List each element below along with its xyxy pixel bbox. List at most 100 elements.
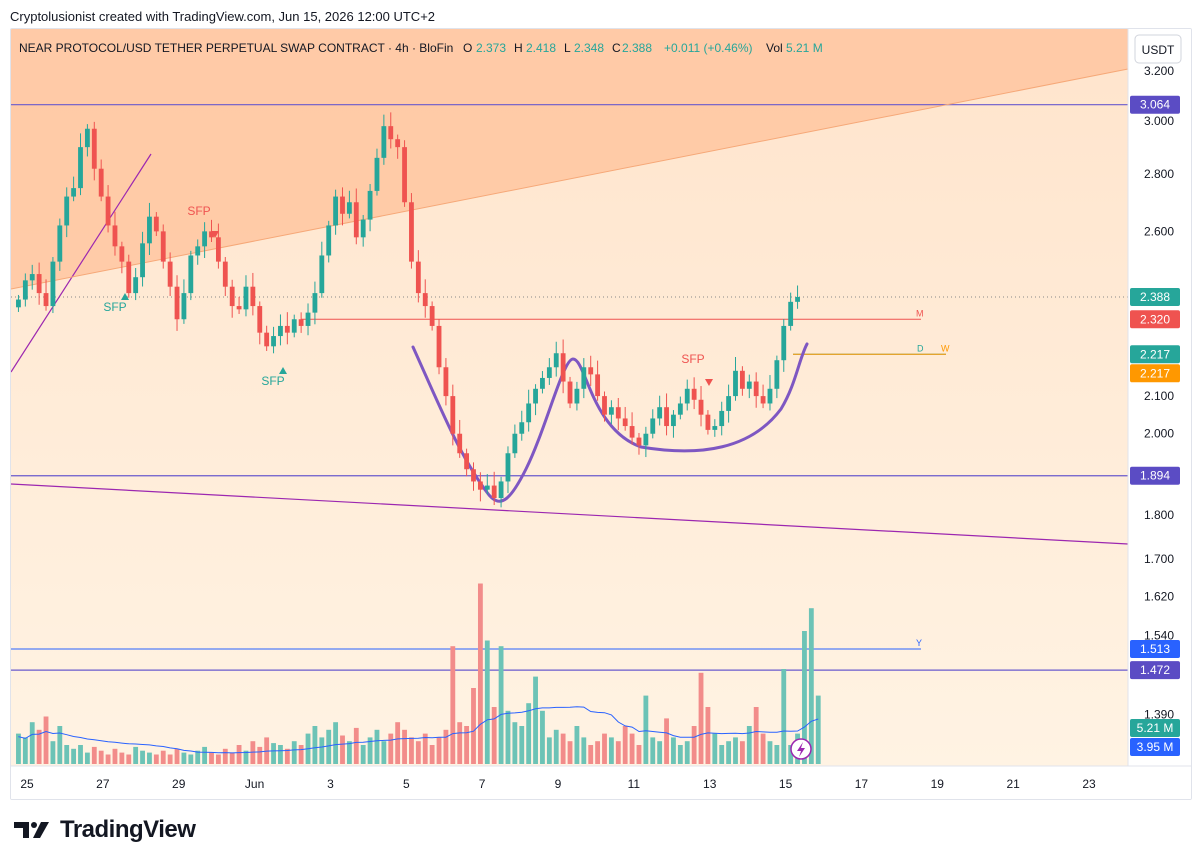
candle-body[interactable]	[581, 367, 587, 389]
candle-body[interactable]	[677, 403, 683, 415]
candle-body[interactable]	[608, 407, 614, 415]
candle-body[interactable]	[374, 157, 380, 191]
candle-body[interactable]	[64, 196, 70, 226]
candle-body[interactable]	[112, 225, 118, 247]
price-chart[interactable]: M D W Y SFP SFP SFP SFP 3.200 3.000 2.800 2.600 2.…	[11, 29, 1191, 799]
candle-body[interactable]	[50, 261, 56, 307]
candle-body[interactable]	[464, 453, 470, 470]
candle-body[interactable]	[250, 286, 256, 307]
candle-body[interactable]	[167, 261, 173, 287]
currency-button[interactable]: USDT	[1134, 34, 1182, 64]
candle-body[interactable]	[140, 243, 145, 278]
candle-body[interactable]	[36, 274, 42, 294]
candle-body[interactable]	[236, 306, 242, 310]
candle-body[interactable]	[57, 225, 63, 262]
candle-body[interactable]	[229, 286, 235, 307]
candle-body[interactable]	[650, 418, 656, 434]
candle-body[interactable]	[602, 396, 607, 415]
candle-body[interactable]	[471, 469, 476, 482]
candle-body[interactable]	[546, 367, 552, 378]
candle-body[interactable]	[484, 485, 490, 490]
candle-body[interactable]	[719, 410, 725, 427]
candle-body[interactable]	[84, 128, 90, 148]
candle-body[interactable]	[22, 280, 28, 300]
candle-body[interactable]	[312, 293, 318, 313]
candle-body[interactable]	[450, 396, 456, 434]
candle-body[interactable]	[388, 126, 394, 140]
candle-body[interactable]	[657, 407, 663, 419]
candle-body[interactable]	[491, 485, 497, 499]
candle-body[interactable]	[133, 277, 139, 294]
candle-body[interactable]	[712, 426, 718, 430]
candle-body[interactable]	[71, 188, 77, 197]
candle-body[interactable]	[147, 216, 152, 244]
candle-body[interactable]	[305, 312, 311, 326]
candle-body[interactable]	[457, 433, 463, 454]
candle-body[interactable]	[181, 293, 187, 320]
candle-body[interactable]	[477, 481, 483, 490]
candle-body[interactable]	[643, 433, 649, 446]
candle-body[interactable]	[588, 367, 594, 375]
candle-body[interactable]	[188, 255, 194, 294]
candle-body[interactable]	[271, 336, 276, 347]
candle-body[interactable]	[395, 139, 401, 148]
descending-trend-line[interactable]	[11, 483, 1129, 545]
candle-body[interactable]	[278, 325, 283, 337]
candle-body[interactable]	[629, 426, 635, 438]
candle-body[interactable]	[326, 225, 332, 256]
candle-body[interactable]	[436, 325, 442, 368]
candle-body[interactable]	[553, 353, 559, 368]
candle-body[interactable]	[422, 293, 428, 307]
candle-body[interactable]	[353, 202, 359, 238]
candle-body[interactable]	[126, 261, 132, 294]
candle-body[interactable]	[526, 403, 532, 423]
candle-body[interactable]	[78, 147, 83, 189]
candle-body[interactable]	[595, 374, 601, 397]
candle-body[interactable]	[291, 319, 297, 333]
candle-body[interactable]	[346, 202, 352, 214]
candle-body[interactable]	[91, 128, 97, 169]
candle-body[interactable]	[671, 414, 676, 427]
candle-body[interactable]	[367, 190, 373, 220]
candle-body[interactable]	[119, 246, 125, 262]
candle-body[interactable]	[753, 381, 759, 397]
candle-body[interactable]	[319, 255, 325, 294]
candle-body[interactable]	[29, 274, 35, 281]
candle-body[interactable]	[567, 381, 573, 404]
candle-body[interactable]	[153, 216, 159, 232]
candle-body[interactable]	[174, 286, 180, 320]
candle-body[interactable]	[160, 231, 166, 262]
candle-body[interactable]	[705, 414, 711, 430]
candle-body[interactable]	[726, 396, 732, 411]
candle-body[interactable]	[202, 231, 208, 247]
candle-body[interactable]	[415, 261, 421, 294]
candle-body[interactable]	[340, 196, 345, 214]
rising-trend-line[interactable]	[11, 153, 152, 373]
candle-body[interactable]	[257, 306, 263, 333]
candle-body[interactable]	[98, 168, 104, 197]
cup-curve[interactable]	[411, 342, 809, 503]
candle-body[interactable]	[540, 377, 545, 389]
candle-body[interactable]	[298, 319, 304, 326]
candle-body[interactable]	[733, 370, 738, 397]
candle-body[interactable]	[691, 388, 697, 400]
candle-body[interactable]	[43, 293, 49, 307]
candle-body[interactable]	[615, 407, 621, 419]
candle-body[interactable]	[636, 437, 642, 446]
candle-body[interactable]	[222, 261, 228, 287]
candle-body[interactable]	[360, 219, 366, 238]
candle-body[interactable]	[195, 246, 201, 256]
candle-body[interactable]	[333, 196, 339, 226]
candle-body[interactable]	[243, 286, 249, 310]
candle-body[interactable]	[402, 147, 407, 203]
candle-body[interactable]	[774, 360, 780, 389]
candle-body[interactable]	[746, 381, 752, 389]
candle-body[interactable]	[215, 237, 221, 262]
candle-body[interactable]	[519, 422, 525, 434]
candle-body[interactable]	[16, 299, 21, 308]
candle-body[interactable]	[105, 196, 111, 226]
candle-body[interactable]	[767, 388, 773, 404]
candle-body[interactable]	[698, 399, 704, 415]
candle-body[interactable]	[781, 325, 787, 361]
candle-body[interactable]	[512, 433, 518, 454]
